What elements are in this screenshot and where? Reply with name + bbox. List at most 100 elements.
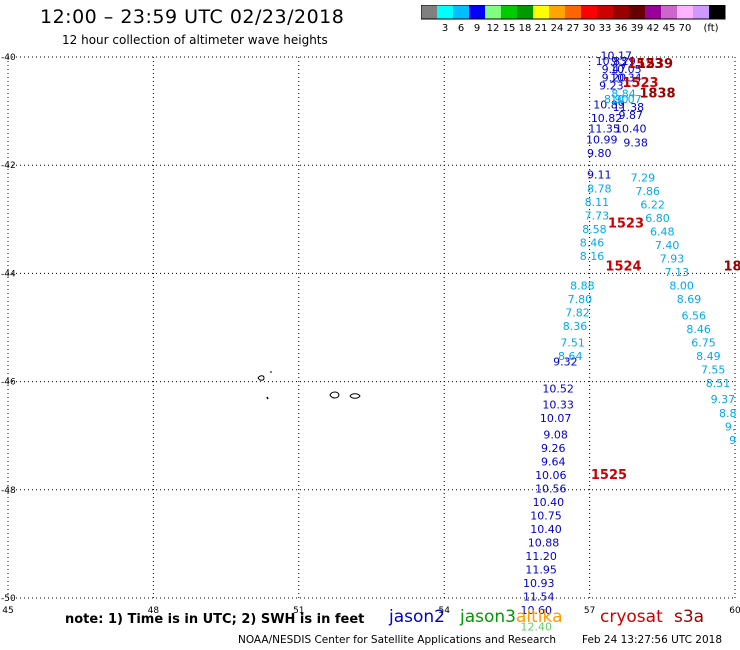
legend-item-s3a: s3a: [674, 607, 705, 627]
wave-height-value: 11.20: [525, 550, 557, 563]
wave-height-value: 12.40: [521, 620, 553, 633]
colorbar-label: 15: [503, 23, 516, 34]
wave-height-value: 7.73: [585, 209, 610, 222]
wave-height-value: 11.35: [588, 123, 620, 136]
wave-height-value: 10.56: [535, 483, 567, 496]
wave-height-value: 9.20: [602, 71, 627, 84]
wave-height-value: 10.40: [615, 123, 647, 136]
wave-height-value: 8.64: [558, 350, 583, 363]
colorbar-swatch: [437, 5, 453, 19]
wave-height-value: 10.93: [523, 577, 555, 590]
wave-height-value: 10.52: [542, 382, 574, 395]
colorbar-label: 9: [474, 23, 480, 34]
time-label: 1838: [639, 87, 675, 102]
colorbar-swatch: [549, 5, 565, 19]
wave-height-value: 9.64: [541, 455, 566, 468]
colorbar-swatch: [453, 5, 469, 19]
axis-labels: 45 48 51 54 57 60 -40 -42 -44 -46 -48 -50: [1, 53, 740, 616]
time-label: 18: [724, 260, 740, 275]
wave-height-value: 7.40: [655, 239, 680, 252]
wave-height-value: 9.11: [587, 169, 612, 182]
wave-height-value: 9.29: [611, 55, 636, 68]
legend-item-jason2: jason2: [389, 607, 445, 627]
wave-height-value: 10.82: [591, 112, 623, 125]
wave-height-value: 9.26: [541, 442, 566, 455]
wave-height-value: 8.36: [563, 320, 588, 333]
time-label: 1523: [608, 216, 644, 231]
colorbar-swatch: [597, 5, 613, 19]
wave-height-value: 10.83: [596, 55, 628, 68]
colorbar-swatch: [469, 5, 485, 19]
x-tick-label: 48: [148, 606, 160, 616]
wave-height-value: 7.51: [560, 336, 585, 349]
colorbar-label: 24: [551, 23, 564, 34]
chart-subtitle: 12 hour collection of altimeter wave hei…: [62, 33, 328, 47]
wave-height-value: 7.80: [568, 293, 593, 306]
time-label: 1539: [637, 57, 673, 72]
colorbar-swatch: [517, 5, 533, 19]
wave-height-value: 10.17: [601, 50, 633, 63]
wave-height-value: 9.80: [587, 147, 612, 160]
colorbar-swatch: [485, 5, 501, 19]
wave-height-value: 8.16: [580, 250, 605, 263]
time-label: 1525: [591, 468, 627, 483]
credit-line: NOAA/NESDIS Center for Satellite Applica…: [238, 634, 556, 646]
wave-height-value: 9.23: [599, 79, 624, 92]
x-tick-label: 57: [584, 606, 595, 616]
wave-height-value: 7.29: [631, 171, 656, 184]
y-tick-label: -48: [1, 486, 16, 496]
legend-item-jason3: jason3: [460, 607, 516, 627]
colorbar-label: 33: [599, 23, 612, 34]
time-label: 1524: [605, 260, 641, 275]
wave-height-value: 6.56: [682, 309, 707, 322]
wave-height-value: 10.99: [586, 134, 618, 147]
wave-height-value: 9.08: [543, 428, 568, 441]
wave-height-value: 10.75: [530, 510, 562, 523]
wave-height-value: 10.40: [533, 496, 565, 509]
wave-height-value: 8.00: [669, 280, 694, 293]
colorbar-swatch: [565, 5, 581, 19]
y-tick-label: -44: [1, 269, 16, 279]
wave-height-value: 6.80: [645, 212, 670, 225]
time-label: 1523: [627, 57, 663, 72]
x-tick-label: 45: [2, 606, 13, 616]
wave-height-value: 11.95: [525, 564, 557, 577]
colorbar-label: 39: [631, 23, 644, 34]
colorbar-label: 12: [487, 23, 500, 34]
wave-height-value: 9: [729, 434, 736, 447]
colorbar-swatch: [677, 5, 693, 19]
wave-height-value: 8.46: [580, 236, 605, 249]
colorbar-swatch: [533, 5, 549, 19]
y-tick-label: -50: [1, 594, 16, 604]
colorbar-label: 6: [458, 23, 464, 34]
y-tick-label: -40: [1, 53, 16, 63]
colorbar: 3 6 9 12 15 18 21 24 27 30 33 36 39 42 45 70 (ft): [421, 5, 726, 34]
wave-height-value: 10.34: [610, 71, 642, 84]
colorbar-label: 70: [679, 23, 692, 34]
colorbar-swatch: [613, 5, 629, 19]
generation-timestamp: Feb 24 13:27:56 UTC 2018: [582, 634, 722, 646]
wave-height-value: 10.89: [593, 98, 625, 111]
wave-height-value: 9.47: [602, 63, 627, 76]
wave-height-value: 6.75: [691, 336, 716, 349]
colorbar-swatch: [693, 5, 709, 19]
colorbar-label: 45: [663, 23, 676, 34]
colorbar-label: 30: [583, 23, 596, 34]
colorbar-swatch: [629, 5, 645, 19]
wave-height-value: 8.84: [611, 88, 636, 101]
wave-height-value: 8.69: [677, 293, 702, 306]
colorbar-label: 21: [535, 23, 548, 34]
wave-height-value: 9.: [725, 420, 736, 433]
wave-height-value: 8.88: [570, 280, 595, 293]
chart-title: 12:00 – 23:59 UTC 02/23/2018: [40, 6, 345, 28]
wave-height-value: 10.07: [540, 412, 572, 425]
x-tick-label: 51: [293, 606, 304, 616]
wave-height-value: 9.37: [711, 393, 736, 406]
wave-height-value: 10.05: [610, 63, 642, 76]
colorbar-swatch: [581, 5, 597, 19]
wave-height-value: 8.11: [585, 196, 610, 209]
wave-height-value: 8.78: [587, 182, 612, 195]
colorbar-label: 27: [567, 23, 580, 34]
colorbar-label: 42: [647, 23, 660, 34]
